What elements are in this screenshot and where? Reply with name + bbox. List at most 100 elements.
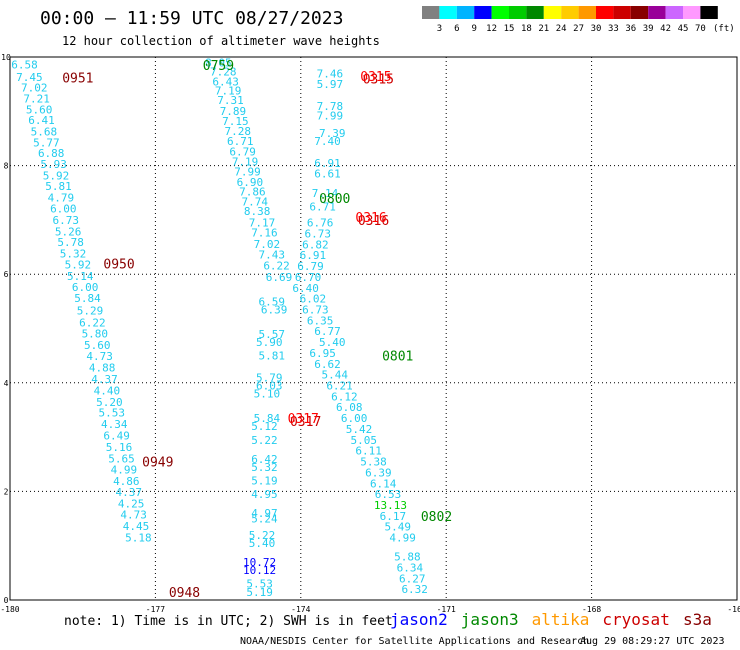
swh-value-label: 6.41 <box>28 114 55 127</box>
swh-value-label: 7.99 <box>234 166 261 179</box>
x-tick-label: -174 <box>291 605 310 614</box>
swh-value-label: 6.02 <box>300 293 327 306</box>
swh-value-label: 4.99 <box>389 532 416 545</box>
swh-value-label: 7.16 <box>251 226 278 239</box>
swh-value-label: 6.61 <box>314 168 341 181</box>
swh-value-label: 6.91 <box>300 249 327 262</box>
colorbar-swatch <box>509 6 527 19</box>
y-tick-label: 6 <box>4 270 9 279</box>
swh-value-label: 6.62 <box>314 358 341 371</box>
swh-value-label: 6.34 <box>397 561 424 574</box>
swh-value-label: 4.40 <box>94 384 121 397</box>
colorbar-swatch <box>422 6 440 19</box>
swh-value-label: 6.82 <box>302 238 329 251</box>
footnote: note: 1) Time is in UTC; 2) SWH is in fe… <box>64 614 393 629</box>
swh-value-label: 6.00 <box>341 412 368 425</box>
swh-value-label: 7.28 <box>210 66 237 79</box>
gridlines <box>10 57 737 600</box>
colorbar-swatch <box>700 6 718 19</box>
pass-time-label: 0759 <box>203 59 234 74</box>
colorbar-label: 3 <box>437 24 442 34</box>
pass-time-label: 0317 <box>290 415 321 430</box>
pass-time-label: 0316 <box>355 211 386 226</box>
swh-value-label: 7.46 <box>317 67 344 80</box>
colorbar-swatch <box>665 6 683 19</box>
y-tick-label: 2 <box>4 487 9 496</box>
swh-value-label: 4.86 <box>113 475 140 488</box>
swh-value-label: 5.84 <box>74 292 101 305</box>
swh-value-label: 8.38 <box>244 205 271 218</box>
swh-value-label: 13.13 <box>374 499 407 512</box>
y-tick-label: 8 <box>4 162 9 171</box>
swh-value-label: 6.59 <box>258 295 285 308</box>
colorbar-swatch <box>596 6 614 19</box>
satellite-legend: jason2 jason3 altika cryosat s3a <box>390 610 712 629</box>
plot-area: -180 -177 -174 -171 -168 -165 0 2 4 6 8 10 6.587.45… <box>0 53 740 614</box>
colorbar-swatch <box>456 6 475 19</box>
swh-value-label: 10.12 <box>243 564 276 577</box>
colorbar-swatch <box>439 6 457 19</box>
colorbar-label: 12 <box>486 24 497 34</box>
swh-value-label: 5.10 <box>254 388 281 401</box>
y-tick-label: 10 <box>1 53 11 62</box>
swh-value-label: 6.79 <box>297 260 324 273</box>
colorbar-swatch <box>474 6 492 19</box>
y-tick-label: 4 <box>4 379 9 388</box>
satellite-legend-altika: altika <box>532 610 590 629</box>
swh-value-label: 7.40 <box>314 135 341 148</box>
x-tick-label: -177 <box>146 605 165 614</box>
swh-value-label: 4.99 <box>111 464 138 477</box>
swh-value-label: 6.00 <box>72 281 99 294</box>
swh-value-label: 7.39 <box>319 127 346 140</box>
swh-value-label: 7.78 <box>317 100 344 113</box>
pass-time-label: 0948 <box>169 586 200 601</box>
swh-value-label: 5.19 <box>251 475 278 488</box>
swh-value-label: 5.44 <box>321 369 348 382</box>
satellite-legend-jason2: jason2 <box>390 610 448 629</box>
swh-value-label: 7.21 <box>23 92 50 105</box>
swh-value-label: 6.22 <box>263 260 290 273</box>
swh-value-label: 4.73 <box>120 509 147 522</box>
swh-value-label: 6.73 <box>302 303 329 316</box>
swh-value-label: 5.93 <box>40 158 67 171</box>
swh-value-label: 7.14 <box>312 187 339 200</box>
pass-time-label: 0801 <box>382 350 413 365</box>
swh-value-label: 5.32 <box>251 461 278 474</box>
colorbar-label: 33 <box>608 24 619 34</box>
swh-value-label: 6.53 <box>375 488 402 501</box>
swh-value-label: 6.12 <box>331 390 358 403</box>
swh-value-label: 5.57 <box>258 328 285 341</box>
swh-value-label: 6.40 <box>292 282 319 295</box>
swh-value-label: 5.20 <box>96 396 123 409</box>
swh-value-label: 7.43 <box>258 249 285 262</box>
swh-value-label: 5.18 <box>125 532 152 545</box>
swh-value-label: 6.14 <box>370 477 397 490</box>
colorbar-label: 42 <box>660 24 671 34</box>
swh-value-label: 4.88 <box>89 362 116 375</box>
swh-value-label: 6.73 <box>305 227 332 240</box>
swh-value-label: 6.21 <box>326 380 353 393</box>
swh-value-label: 8.05 <box>205 56 232 69</box>
satellite-legend-cryosat: cryosat <box>602 610 669 629</box>
colorbar-label: 15 <box>504 24 515 34</box>
swh-value-label: 5.32 <box>60 248 87 261</box>
colorbar-label: 36 <box>625 24 636 34</box>
swh-value-label: 5.53 <box>99 407 126 420</box>
pass-time-label: 0949 <box>142 456 173 471</box>
swh-value-label: 5.26 <box>55 225 82 238</box>
colorbar-label: 18 <box>521 24 532 34</box>
chart-title: 00:00 — 11:59 UTC 08/27/2023 <box>40 8 343 29</box>
swh-value-label: 7.99 <box>317 110 344 123</box>
swh-value-label: 5.65 <box>108 452 135 465</box>
swh-value-label: 7.89 <box>220 105 247 118</box>
swh-value-label: 6.70 <box>295 271 322 284</box>
pass-time-labels: 0951075903150315080003160316095008010317… <box>62 59 452 601</box>
swh-value-label: 5.16 <box>106 441 133 454</box>
colorbar-label: 9 <box>471 24 476 34</box>
swh-value-label: 5.40 <box>249 537 276 550</box>
pass-time-label: 0315 <box>360 70 391 85</box>
swh-value-label: 5.40 <box>319 336 346 349</box>
swh-value-label: 7.45 <box>16 71 43 84</box>
swh-value-label: 5.80 <box>82 327 109 340</box>
